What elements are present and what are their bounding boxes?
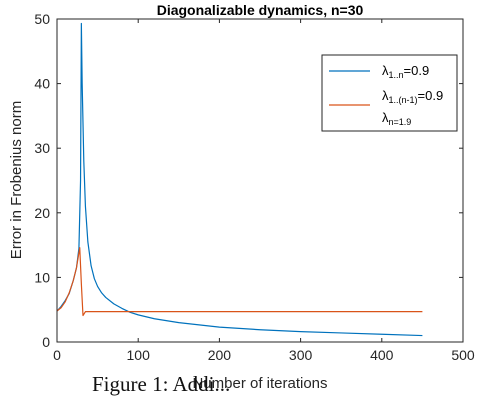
y-tick-label: 0 [42,334,50,350]
x-tick-label: 0 [53,347,61,363]
legend: λ1..n=0.9 λ1..(n-1)=0.9 λn=1.9 [321,54,458,132]
x-tick-label: 100 [127,347,151,363]
y-tick-label: 20 [34,205,50,221]
series-line-2 [56,247,423,317]
x-tick-label: 400 [370,347,394,363]
legend-2-rest: =0.9 [418,88,444,103]
y-tick-label: 40 [34,76,50,92]
figure-caption: Figure 1: Addi... [92,376,231,396]
x-axis-label: Number of iterations [192,375,327,392]
series-lines [56,22,423,337]
legend-label-2b: λn=1.9 [382,110,411,127]
legend-label-1: λ1..n=0.9 [382,63,429,80]
x-tick-label: 200 [208,347,232,363]
x-tick-label: 300 [289,347,313,363]
legend-1-sub: 1..n [389,70,404,80]
legend-label-2a: λ1..(n-1)=0.9 [382,88,443,105]
legend-2-base2: λ [382,110,389,125]
legend-2-sub2: n=1.9 [389,117,412,127]
y-tick-label: 30 [34,140,50,156]
legend-1-base: λ [382,63,389,78]
legend-box [321,54,458,132]
chart-title: Diagonalizable dynamics, n=30 [157,2,364,18]
x-tick-label: 500 [451,347,475,363]
axis-ticks: 0 100 200 300 400 500 0 10 20 30 40 50 [34,11,474,363]
figure-caption-strip: Figure 1: Addi... [0,376,480,396]
legend-2-sub: 1..(n-1) [389,95,418,105]
axes-box [56,18,464,343]
y-tick-label: 50 [34,11,50,27]
y-axis-label: Error in Frobenius norm [8,101,25,259]
legend-2-base: λ [382,88,389,103]
legend-1-rest: =0.9 [404,63,430,78]
y-tick-label: 10 [34,269,50,285]
